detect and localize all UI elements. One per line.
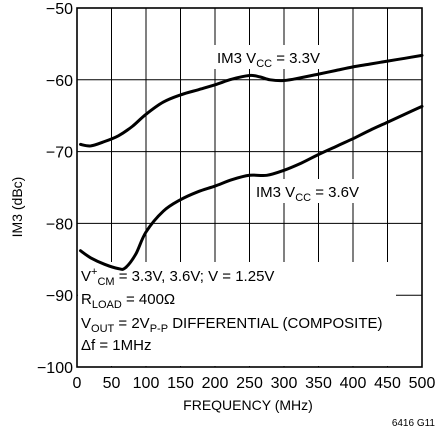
x-tick-label: 100: [133, 375, 160, 392]
annotation-line: Δf = 1MHz: [81, 337, 151, 354]
annotation-box: [78, 262, 396, 366]
annotation-line: RLOAD = 400Ω: [81, 291, 175, 311]
y-tick-label: −80: [46, 216, 73, 233]
y-tick-label: −60: [46, 73, 73, 90]
series-labels: IM3 VCC = 3.3V IM3 VCC = 3.6V: [217, 50, 359, 204]
y-tick-label: −90: [46, 288, 73, 305]
x-tick-label: 450: [374, 375, 401, 392]
y-axis-title: IM3 (dBc): [9, 177, 25, 238]
plot-frame: [76, 7, 423, 368]
x-tick-label: 50: [103, 375, 121, 392]
series-line-vcc-3v6: [79, 104, 424, 271]
y-tick-label: −50: [46, 1, 73, 18]
series-line-vcc-3v3: [79, 53, 424, 148]
annotation-line: V+CM = 3.3V, 3.6V; V = 1.25V: [81, 266, 274, 288]
x-tick-label: 200: [202, 375, 229, 392]
x-axis-title: FREQUENCY (MHz): [183, 397, 313, 413]
y-tick-label: −70: [46, 145, 73, 162]
x-tick-label: 150: [167, 375, 194, 392]
curves: [79, 53, 424, 271]
condition-annotations: V+CM = 3.3V, 3.6V; V = 1.25V RLOAD = 400Ω…: [81, 266, 383, 354]
label-box-3v3: [212, 45, 340, 69]
grid: [77, 8, 422, 367]
figure-id: 6416 G11: [392, 418, 436, 429]
y-tick-label: −100: [37, 360, 73, 377]
tick-labels: 0 50 100 150 200 250 300 350 400 450 500 −100 −90 −80…: [37, 1, 435, 392]
x-tick-label: 250: [236, 375, 263, 392]
x-tick-label: 0: [73, 375, 82, 392]
x-tick-label: 350: [305, 375, 332, 392]
x-tick-label: 300: [271, 375, 298, 392]
x-tick-label: 400: [340, 375, 367, 392]
x-tick-label: 500: [409, 375, 436, 392]
label-box-3v6: [250, 179, 380, 203]
series-label-vcc-3v6: IM3 VCC = 3.6V: [256, 184, 359, 204]
series-label-vcc-3v3: IM3 VCC = 3.3V: [217, 50, 320, 70]
plot-border: [76, 7, 423, 368]
annotation-line: VOUT = 2VP-P DIFFERENTIAL (COMPOSITE): [81, 315, 383, 335]
